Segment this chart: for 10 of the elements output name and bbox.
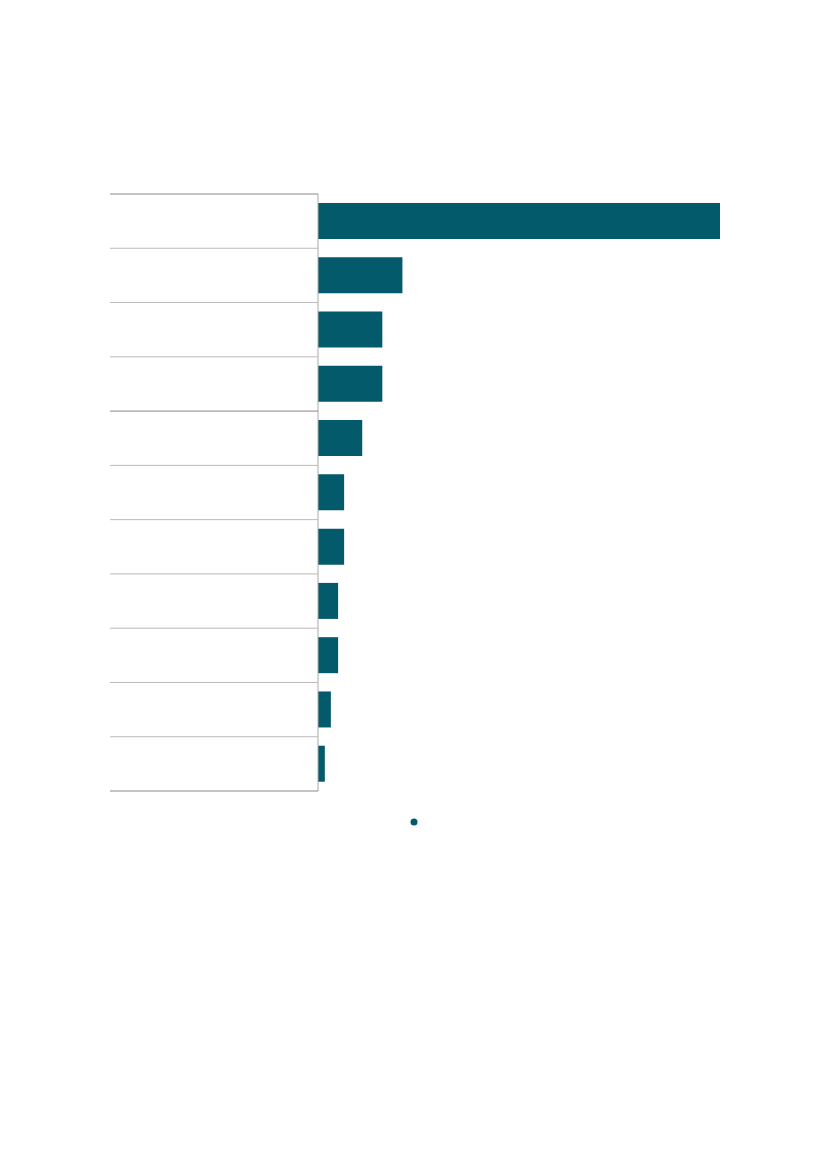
bar [318, 582, 339, 619]
bar [318, 637, 339, 674]
bar [318, 311, 383, 348]
bar [318, 420, 363, 457]
bar [318, 257, 403, 294]
bar [318, 691, 331, 728]
bar [318, 203, 720, 239]
bar [318, 365, 383, 402]
bar [318, 474, 345, 511]
bar [318, 528, 345, 565]
